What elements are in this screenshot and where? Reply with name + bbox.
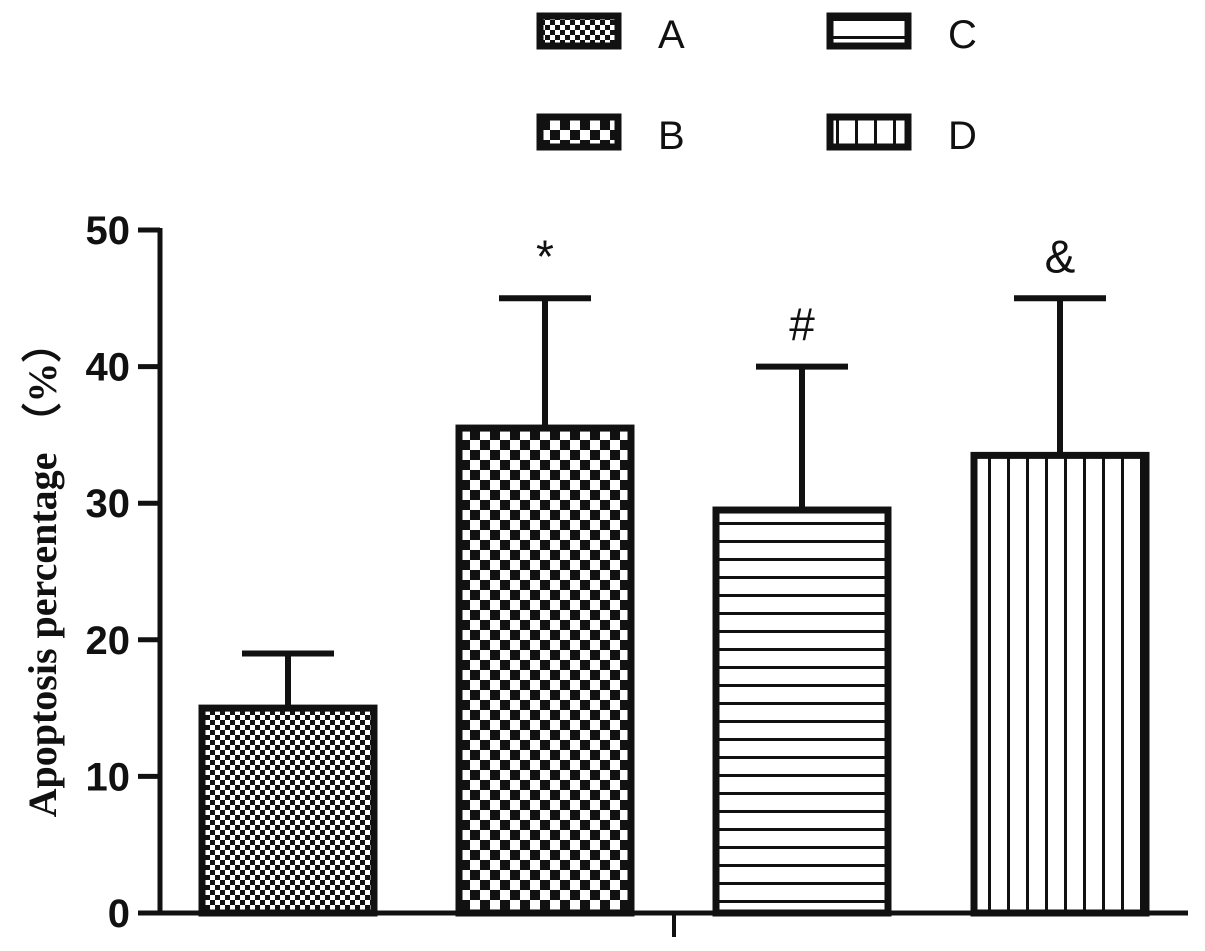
legend-swatch-A [536,12,622,50]
y-tick-label-20: 20 [86,619,131,663]
legend-swatch-B [536,113,622,151]
legend: A B C D [536,12,977,158]
significance-mark-D: & [1045,230,1076,282]
legend-swatch-C [826,12,912,50]
y-tick-label-50: 50 [86,209,131,253]
bars: * # & [198,230,1150,917]
legend-label-D: D [948,114,977,158]
y-axis-label: Apoptosis percentage （%） [20,323,65,818]
significance-mark-B: * [536,230,554,282]
legend-label-C: C [948,13,977,57]
y-tick-label-10: 10 [86,755,131,799]
bar-D [970,451,1150,917]
bar-C [712,506,892,917]
y-tick-label-40: 40 [86,346,131,390]
y-tick-label-0: 0 [108,892,130,936]
bar-B [455,424,635,917]
y-tick-label-30: 30 [86,482,131,526]
legend-label-B: B [658,114,685,158]
legend-label-A: A [658,13,685,57]
bar-A [198,704,378,917]
significance-mark-C: # [789,299,815,351]
legend-swatch-D [826,113,912,151]
